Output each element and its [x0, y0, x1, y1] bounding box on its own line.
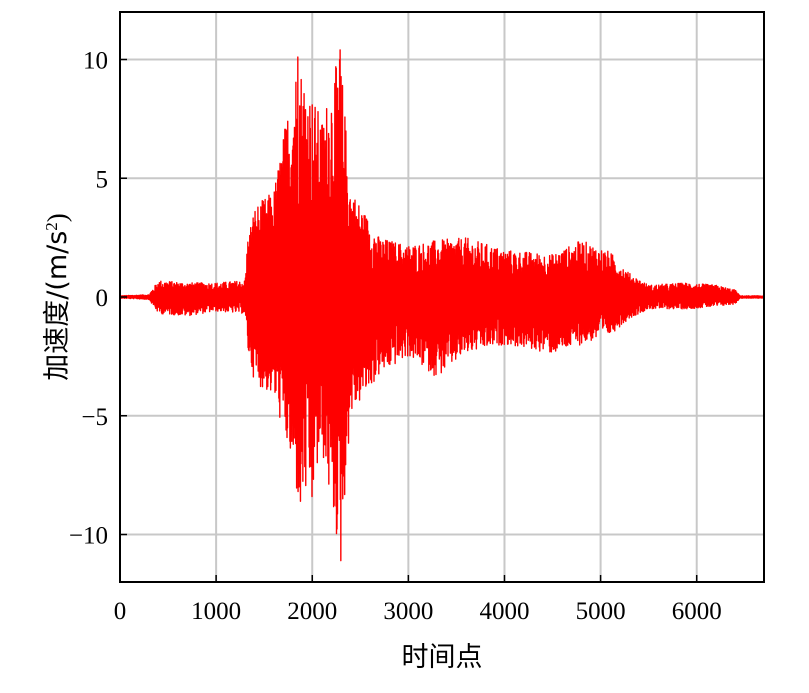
y-axis-title-tail: ): [42, 213, 72, 222]
y-axis-title-sup: 2: [42, 222, 61, 231]
x-tick-label: 5000: [576, 598, 626, 625]
y-tick-labels: 10 5 0 −5 −10: [69, 48, 108, 550]
x-axis-title: 时间点: [402, 642, 483, 673]
y-tick-label: 5: [96, 166, 109, 193]
x-tick-labels: 0 1000 2000 3000 4000 5000 6000: [114, 598, 722, 625]
y-axis-title-main: 加速度/(m/s: [42, 231, 73, 381]
x-tick-label: 3000: [383, 598, 433, 625]
x-tick-label: 4000: [479, 598, 529, 625]
y-tick-label: −5: [81, 404, 108, 431]
x-tick-label: 2000: [287, 598, 337, 625]
x-tick-label: 0: [114, 598, 127, 625]
y-tick-label: 0: [96, 285, 109, 312]
x-tick-label: 1000: [191, 598, 241, 625]
x-tick-label: 6000: [672, 598, 722, 625]
y-axis-title: 加速度/(m/s2): [42, 213, 74, 381]
axis-ticks: [119, 58, 698, 582]
acceleration-trace: [119, 49, 765, 562]
acceleration-series: [119, 49, 765, 562]
y-tick-label: −10: [69, 523, 108, 550]
y-tick-label: 10: [83, 48, 108, 75]
